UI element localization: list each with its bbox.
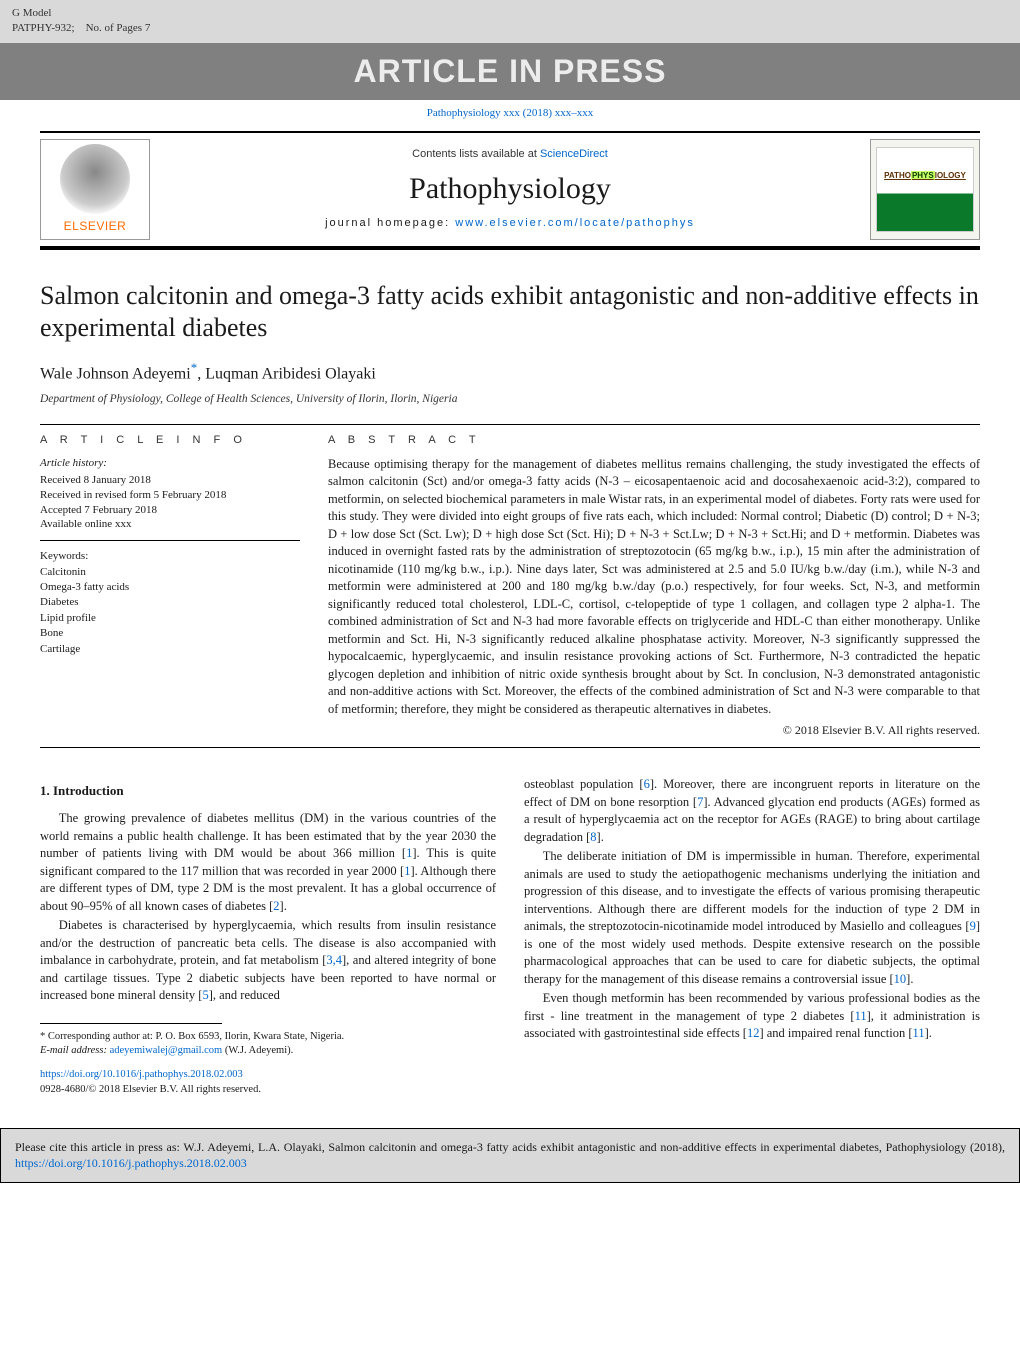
author-2: , Luqman Aribidesi Olayaki [197,365,376,382]
elsevier-wordmark: ELSEVIER [64,218,127,235]
keyword: Bone [40,626,300,641]
history-item: Received in revised form 5 February 2018 [40,488,300,503]
abstract-column: A B S T R A C T Because optimising thera… [328,433,980,740]
gmodel-code: PATPHY-932; No. of Pages 7 [12,21,1008,36]
intro-paragraph: Even though metformin has been recommend… [524,990,980,1043]
copyright-line: © 2018 Elsevier B.V. All rights reserved… [328,722,980,739]
gmodel-label: G Model [12,6,1008,21]
contents-available-line: Contents lists available at ScienceDirec… [160,147,860,162]
citation-doi-link[interactable]: https://doi.org/10.1016/j.pathophys.2018… [15,1156,247,1170]
intro-paragraph: osteoblast population [6]. Moreover, the… [524,776,980,846]
keyword: Diabetes [40,595,300,610]
masthead-center: Contents lists available at ScienceDirec… [160,139,860,240]
abstract-text: Because optimising therapy for the manag… [328,456,980,719]
keywords-heading: Keywords: [40,549,300,564]
journal-name: Pathophysiology [160,168,860,210]
issn-copyright: 0928-4680/© 2018 Elsevier B.V. All right… [40,1083,496,1098]
keywords-block: Keywords: Calcitonin Omega-3 fatty acids… [40,549,300,657]
journal-masthead: ELSEVIER Contents lists available at Sci… [40,131,980,250]
abstract-head: A B S T R A C T [328,433,980,448]
keyword: Cartilage [40,642,300,657]
divider [40,424,980,425]
article-history-block: Article history: Received 8 January 2018… [40,456,300,541]
corresponding-author-footnote: * Corresponding author at: P. O. Box 659… [40,1030,496,1058]
doi-link[interactable]: https://doi.org/10.1016/j.pathophys.2018… [40,1069,243,1080]
ref-link[interactable]: 11 [913,1026,925,1040]
article-info-head: A R T I C L E I N F O [40,433,300,448]
keyword: Calcitonin [40,565,300,580]
sciencedirect-link[interactable]: ScienceDirect [540,148,608,160]
divider [40,747,980,748]
article-info-column: A R T I C L E I N F O Article history: R… [40,433,300,740]
ref-link[interactable]: 11 [855,1009,867,1023]
authors-line: Wale Johnson Adeyemi*, Luqman Aribidesi … [40,359,980,386]
article-in-press-banner: ARTICLE IN PRESS [0,43,1020,100]
footnote-rule [40,1023,222,1024]
body-left-column: 1. Introduction The growing prevalence o… [40,776,496,1097]
elsevier-tree-icon [60,144,130,214]
intro-paragraph: The deliberate initiation of DM is imper… [524,848,980,988]
ref-link[interactable]: 3,4 [326,953,342,967]
ref-link[interactable]: 10 [894,972,907,986]
elsevier-logo-box: ELSEVIER [40,139,150,240]
body-right-column: osteoblast population [6]. Moreover, the… [524,776,980,1097]
email-link[interactable]: adeyemiwalej@gmail.com [110,1045,223,1056]
section-heading-intro: 1. Introduction [40,782,496,800]
author-1: Wale Johnson Adeyemi [40,365,191,382]
history-item: Available online xxx [40,517,300,532]
keyword: Lipid profile [40,611,300,626]
cover-title-text: PATHOPHYSIOLOGY [881,170,968,181]
history-heading: Article history: [40,456,300,471]
intro-paragraph: The growing prevalence of diabetes melli… [40,810,496,915]
history-item: Accepted 7 February 2018 [40,503,300,518]
intro-paragraph: Diabetes is characterised by hyperglycae… [40,917,496,1005]
affiliation: Department of Physiology, College of Hea… [40,391,980,407]
journal-reference-link[interactable]: Pathophysiology xxx (2018) xxx–xxx [40,106,980,121]
doi-block: https://doi.org/10.1016/j.pathophys.2018… [40,1068,496,1097]
gmodel-header: G Model PATPHY-932; No. of Pages 7 [0,0,1020,43]
keyword: Omega-3 fatty acids [40,580,300,595]
journal-homepage-line: journal homepage: www.elsevier.com/locat… [160,216,860,231]
article-title: Salmon calcitonin and omega-3 fatty acid… [40,280,980,345]
citation-callout-box: Please cite this article in press as: W.… [0,1128,1020,1184]
history-item: Received 8 January 2018 [40,473,300,488]
ref-link[interactable]: 12 [747,1026,760,1040]
journal-cover-thumbnail: PATHOPHYSIOLOGY [870,139,980,240]
journal-homepage-link[interactable]: www.elsevier.com/locate/pathophys [455,217,695,229]
